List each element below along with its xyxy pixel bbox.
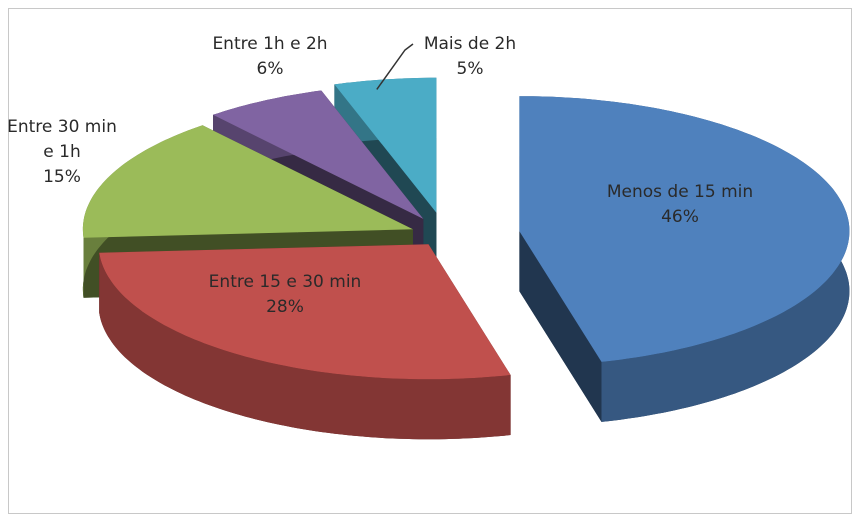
data-label: Entre 30 min e 1h 15% <box>2 115 122 190</box>
data-label: Entre 1h e 2h 6% <box>200 32 340 82</box>
data-label: Entre 15 e 30 min 28% <box>200 270 370 320</box>
category-label: Mais de 2h <box>423 34 517 54</box>
pie-slice <box>99 244 511 440</box>
slice-side <box>519 231 602 422</box>
category-label: Menos de 15 min <box>606 182 754 202</box>
value-label: 15% <box>43 167 81 187</box>
chart-frame <box>8 8 852 514</box>
data-label: Mais de 2h 5% <box>405 32 535 82</box>
leader-line <box>376 43 414 90</box>
value-label: 6% <box>256 59 284 79</box>
category-label: Entre 1h e 2h <box>212 34 328 54</box>
slice-top <box>334 77 437 213</box>
slice-top <box>82 125 413 238</box>
value-label: 5% <box>456 59 484 79</box>
pie-slice <box>519 96 850 422</box>
category-label: Entre 15 e 30 min <box>208 272 362 292</box>
slice-top <box>213 90 424 219</box>
slice-wall <box>99 252 511 440</box>
value-label: 28% <box>266 297 304 317</box>
data-label: Menos de 15 min 46% <box>605 180 755 230</box>
value-label: 46% <box>661 207 699 227</box>
slice-top <box>99 244 511 380</box>
slice-top <box>519 96 850 362</box>
category-label: Entre 30 min e 1h <box>7 117 117 162</box>
